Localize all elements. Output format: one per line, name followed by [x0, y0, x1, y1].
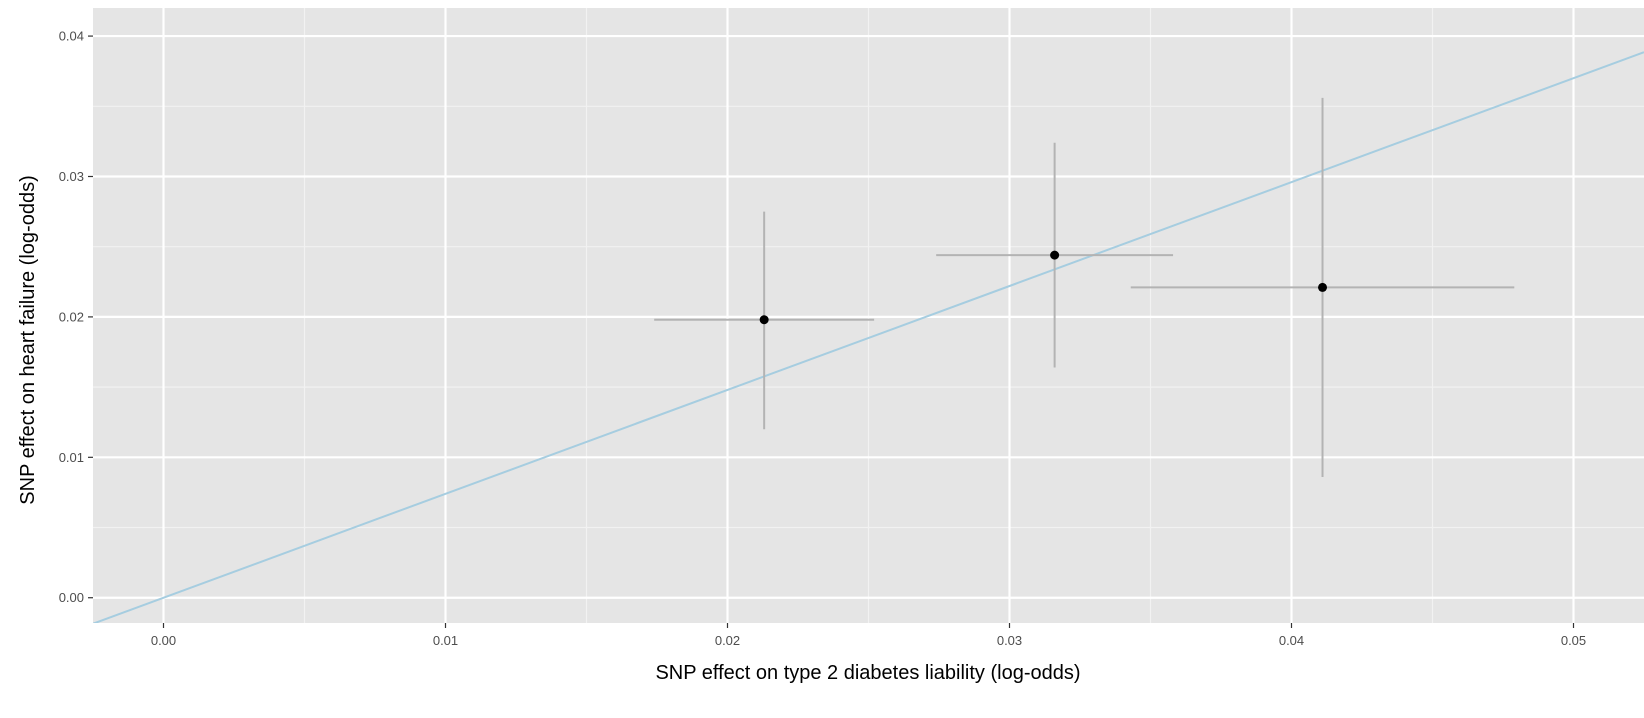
- data-points: [759, 250, 1328, 325]
- data-point: [759, 315, 769, 325]
- x-tick-label: 0.04: [1279, 633, 1304, 648]
- y-tick-label: 0.00: [59, 590, 84, 605]
- regression-line: [93, 51, 1644, 623]
- y-tick-label: 0.04: [59, 29, 84, 44]
- x-tick-label: 0.05: [1561, 633, 1586, 648]
- x-axis-ticks: 0.00 0.01 0.02 0.03 0.04 0.05: [151, 623, 1586, 648]
- x-tick-label: 0.03: [997, 633, 1022, 648]
- y-tick-label: 0.02: [59, 309, 84, 324]
- y-tick-label: 0.03: [59, 169, 84, 184]
- x-tick-label: 0.01: [433, 633, 458, 648]
- x-tick-label: 0.00: [151, 633, 176, 648]
- grid-lines: [93, 8, 1644, 623]
- y-axis-ticks: 0.00 0.01 0.02 0.03 0.04: [59, 29, 93, 605]
- x-tick-label: 0.02: [715, 633, 740, 648]
- data-point: [1050, 250, 1060, 260]
- y-tick-label: 0.01: [59, 450, 84, 465]
- fit-line: [93, 51, 1644, 623]
- y-axis-title: SNP effect on heart failure (log-odds): [17, 175, 39, 504]
- data-point: [1318, 282, 1328, 292]
- x-axis-title: SNP effect on type 2 diabetes liability …: [655, 662, 1080, 684]
